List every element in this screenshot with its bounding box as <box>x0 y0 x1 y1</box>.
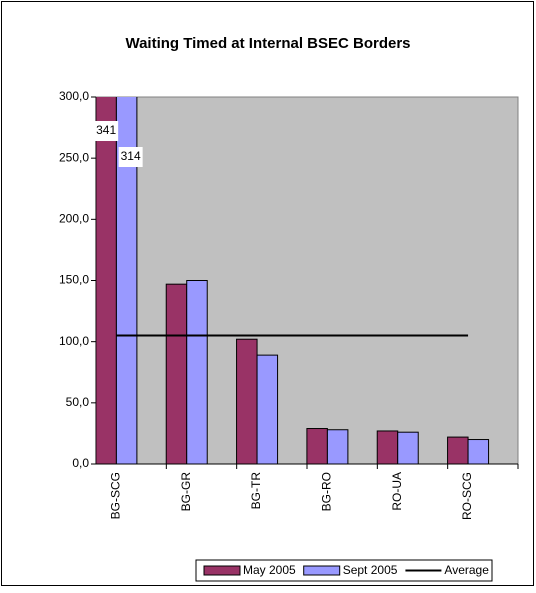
bar <box>467 439 490 464</box>
legend-label: Average <box>444 563 489 577</box>
legend-label: Sept 2005 <box>343 563 398 577</box>
y-tick-label: 300,0 <box>59 89 89 103</box>
x-tick-label: BG-SCG <box>109 472 123 519</box>
bar <box>186 280 208 464</box>
legend-swatch <box>203 565 241 576</box>
bar <box>376 430 399 464</box>
bar <box>256 354 279 464</box>
y-tick-label: 200,0 <box>59 212 89 226</box>
chart-title: Waiting Timed at Internal BSEC Borders <box>125 35 410 52</box>
value-label-box <box>94 121 119 141</box>
value-label: 314 <box>121 149 141 163</box>
y-tick-label: 150,0 <box>59 273 89 287</box>
y-tick-label: 0,0 <box>72 456 89 470</box>
x-tick-label: BG-TR <box>249 472 263 510</box>
y-tick-label: 250,0 <box>59 150 89 164</box>
legend-label: May 2005 <box>243 563 296 577</box>
x-tick-label: BG-RO <box>320 472 334 511</box>
value-label: 341 <box>96 123 116 137</box>
bar <box>447 436 469 464</box>
plot-bars <box>96 97 490 464</box>
bar <box>236 338 258 464</box>
legend-box <box>195 559 493 582</box>
legend-swatch <box>303 565 341 576</box>
bar <box>326 429 349 464</box>
x-tick-label: RO-UA <box>390 472 404 511</box>
bar <box>165 283 188 464</box>
bar <box>306 428 328 464</box>
bar <box>96 97 117 464</box>
y-tick-label: 50,0 <box>66 395 90 409</box>
bar <box>115 97 138 464</box>
x-tick-label: BG-GR <box>179 472 193 512</box>
plot-area <box>95 96 519 465</box>
x-tick-label: RO-SCG <box>460 472 474 520</box>
bar <box>397 431 419 464</box>
y-tick-label: 100,0 <box>59 334 89 348</box>
value-label-box <box>118 147 143 167</box>
